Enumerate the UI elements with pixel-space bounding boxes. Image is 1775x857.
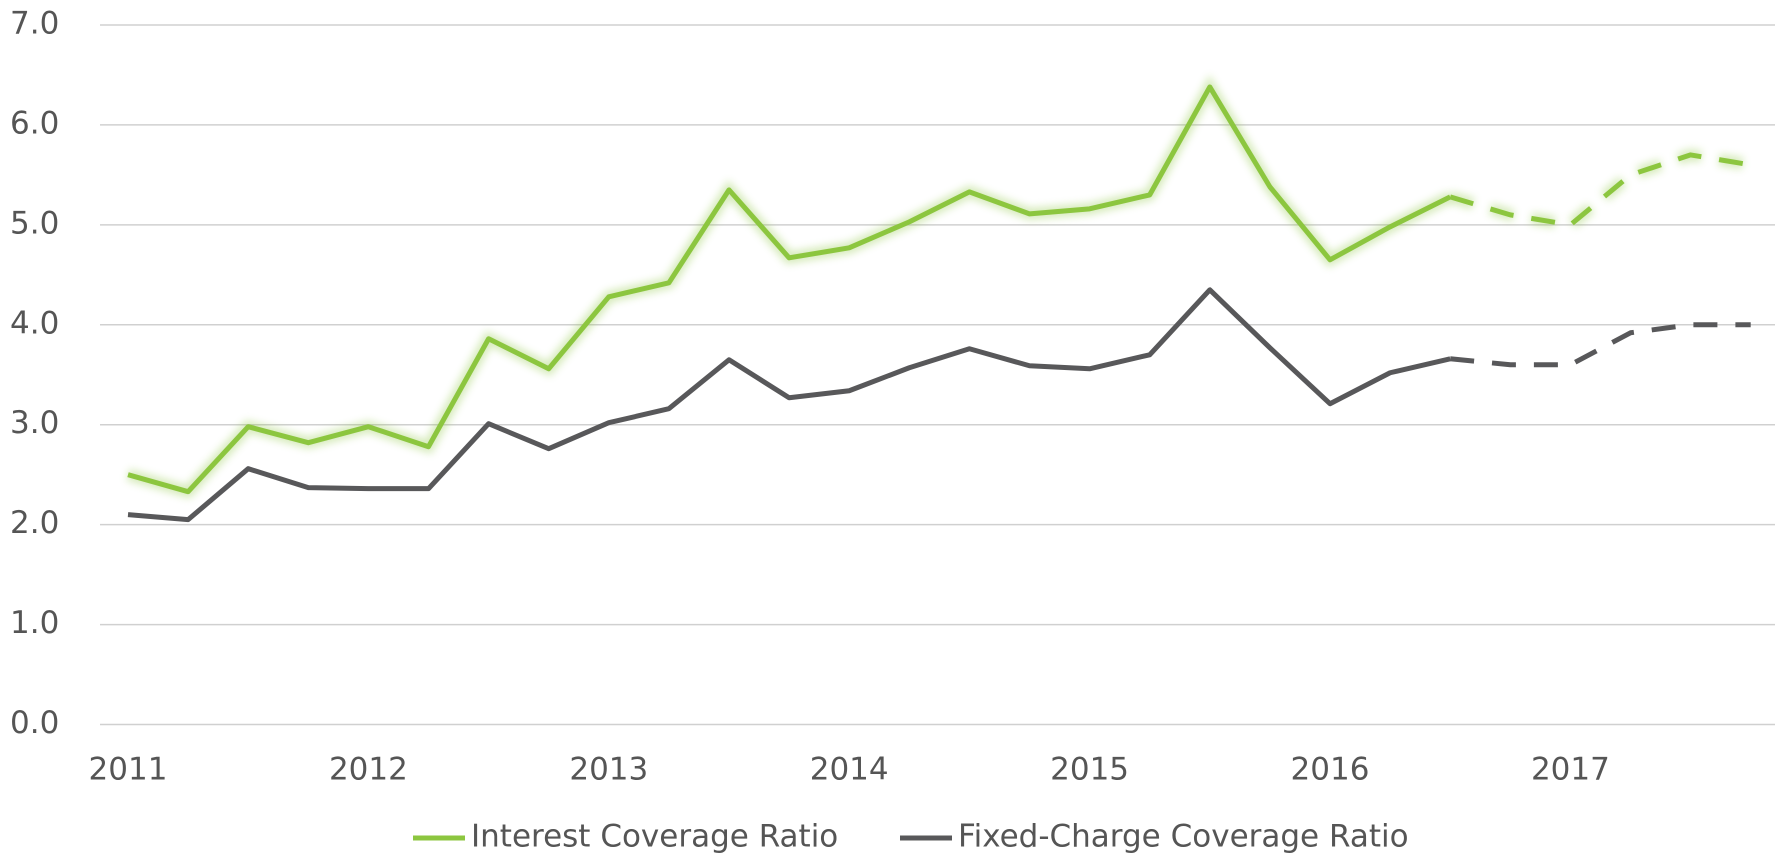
line-glow <box>1448 148 1752 232</box>
line-glow <box>126 74 1453 499</box>
y-tick-label: 1.0 <box>10 605 59 641</box>
x-tick-label: 2013 <box>569 752 648 788</box>
y-tick-label: 7.0 <box>10 6 59 42</box>
series-line <box>127 84 1452 495</box>
x-tick-label: 2017 <box>1531 752 1610 788</box>
x-tick-label: 2015 <box>1050 752 1129 788</box>
y-tick-label: 4.0 <box>10 305 59 341</box>
x-tick-label: 2014 <box>810 752 889 788</box>
series-line-dashed <box>1449 322 1751 368</box>
x-tick-label: 2011 <box>89 752 168 788</box>
legend-label: Fixed-Charge Coverage Ratio <box>958 819 1409 855</box>
y-tick-label: 2.0 <box>10 505 59 541</box>
y-tick-label: 0.0 <box>10 705 59 741</box>
x-tick-label: 2012 <box>329 752 408 788</box>
y-tick-label: 5.0 <box>10 205 59 241</box>
series-line <box>127 287 1451 523</box>
x-tick-label: 2016 <box>1291 752 1370 788</box>
legend-label: Interest Coverage Ratio <box>471 819 838 855</box>
y-tick-label: 3.0 <box>10 405 59 441</box>
series-line-dashed <box>1449 152 1752 228</box>
y-tick-label: 6.0 <box>10 105 59 141</box>
